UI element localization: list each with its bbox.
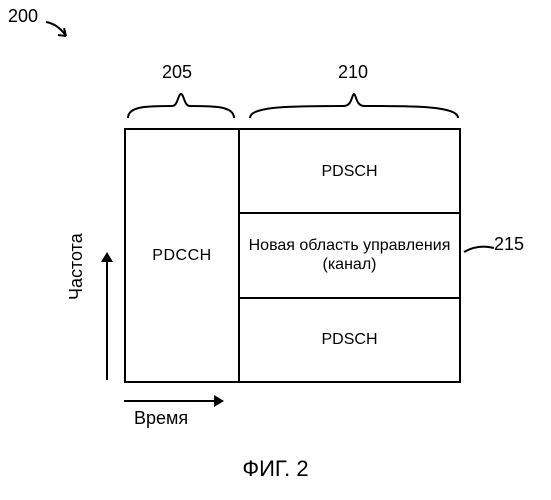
resource-grid: PDCCH PDSCH Новая область управления (ка… (124, 128, 461, 383)
ref-215-label: 215 (494, 234, 524, 255)
y-axis-arrow-icon (101, 252, 113, 262)
pdsch-top-region: PDSCH (240, 130, 459, 214)
ref-200-arrow-icon (44, 18, 74, 42)
x-axis-line (124, 400, 214, 402)
ref-210-label: 210 (338, 62, 368, 83)
pdsch-column: PDSCH Новая область управления (канал) P… (240, 130, 459, 381)
x-axis-label: Время (134, 408, 188, 429)
x-axis-arrow-icon (214, 395, 224, 407)
ref-200-label: 200 (8, 6, 38, 27)
figure-canvas: 200 205 210 PDCCH PDSCH Новая область уп… (0, 0, 551, 500)
new-control-region: Новая область управления (канал) (240, 214, 459, 298)
pdsch-bottom-region: PDSCH (240, 299, 459, 381)
figure-caption: ФИГ. 2 (0, 456, 551, 482)
ref-205-label: 205 (162, 62, 192, 83)
pdcch-label: PDCCH (152, 247, 211, 265)
new-control-label: Новая область управления (канал) (246, 236, 453, 274)
brace-205-icon (124, 90, 238, 120)
y-axis-label: Частота (66, 233, 87, 300)
pdcch-region: PDCCH (126, 130, 240, 381)
pdsch-bottom-label: PDSCH (321, 330, 377, 349)
pdsch-top-label: PDSCH (321, 162, 377, 181)
y-axis-line (106, 260, 108, 380)
ref-215-callout-icon (462, 240, 496, 264)
brace-210-icon (244, 90, 464, 120)
